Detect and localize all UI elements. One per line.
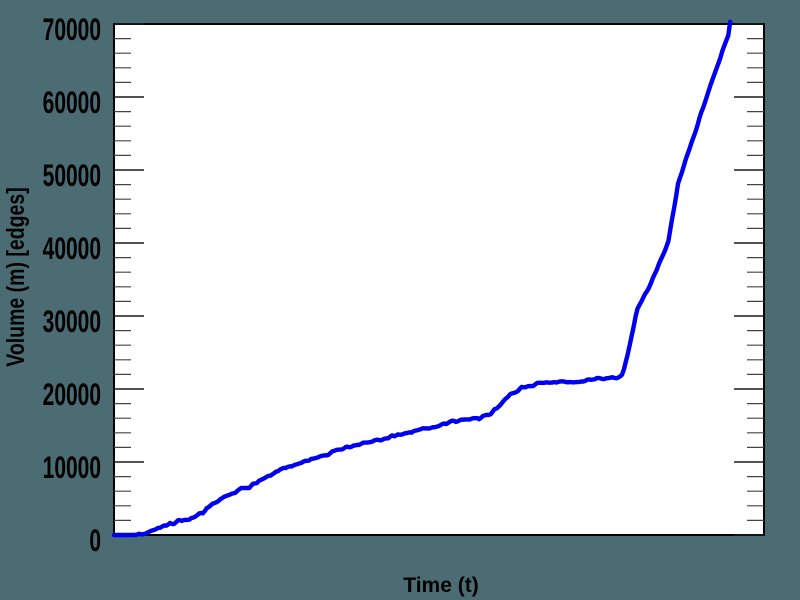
svg-text:60000: 60000	[43, 85, 101, 120]
svg-text:30000: 30000	[43, 304, 101, 339]
svg-text:70000: 70000	[43, 12, 101, 47]
svg-text:50000: 50000	[43, 158, 101, 193]
svg-text:Volume (m) [edges]: Volume (m) [edges]	[2, 187, 30, 366]
svg-text:0: 0	[89, 523, 101, 558]
svg-text:20000: 20000	[43, 377, 101, 412]
svg-text:Time (t): Time (t)	[403, 574, 478, 597]
svg-text:40000: 40000	[43, 231, 101, 266]
svg-text:10000: 10000	[43, 450, 101, 485]
